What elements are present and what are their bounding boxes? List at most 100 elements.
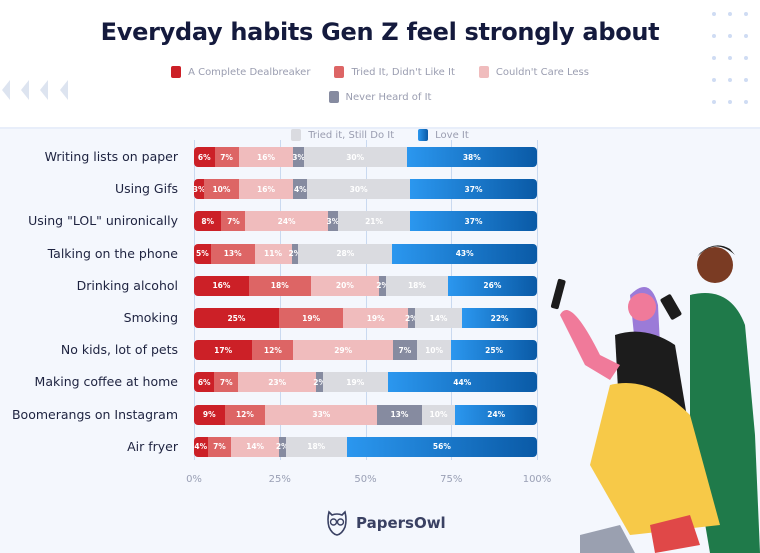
bar-segment: 12% bbox=[224, 404, 266, 425]
bar-segment: 12% bbox=[252, 340, 294, 361]
category-label: Using "LOL" unironically bbox=[28, 213, 178, 229]
bar-segment: 30% bbox=[303, 147, 407, 167]
x-tick-label: 25% bbox=[268, 474, 291, 485]
brand-name: PapersOwl bbox=[356, 514, 446, 532]
bar-segment: 7% bbox=[214, 147, 239, 167]
chart-title: Everyday habits Gen Z feel strongly abou… bbox=[100, 18, 660, 46]
gridline bbox=[279, 140, 281, 460]
bar-segment: 20% bbox=[310, 275, 380, 296]
bar-segment: 44% bbox=[387, 372, 537, 393]
bar-segment: 2% bbox=[289, 243, 301, 264]
papersowl-logo: PapersOwl bbox=[326, 510, 446, 536]
bar-segment: 37% bbox=[410, 211, 537, 232]
dot-decoration bbox=[728, 78, 732, 82]
bar-segment: 14% bbox=[231, 436, 279, 457]
bar-segment: 10% bbox=[421, 404, 456, 425]
bar-segment: 2% bbox=[313, 372, 326, 393]
legend-label: Love It bbox=[435, 129, 469, 141]
bar-segment: 3% bbox=[194, 179, 206, 200]
legend-swatch bbox=[328, 91, 339, 103]
bar-segment: 7% bbox=[214, 372, 239, 393]
legend-label: Never Heard of It bbox=[345, 91, 432, 103]
stacked-bar: 3% 10% 16% 4% 30% 37% bbox=[194, 179, 537, 200]
bar-segment: 25% bbox=[194, 308, 279, 328]
chevron-left-icon bbox=[2, 80, 10, 100]
dot-decoration bbox=[728, 12, 732, 16]
category-label: Air fryer bbox=[127, 438, 178, 454]
owl-icon bbox=[327, 510, 347, 536]
category-label: Talking on the phone bbox=[47, 245, 178, 261]
bar-segment: 30% bbox=[307, 179, 411, 200]
x-tick-label: 100% bbox=[522, 474, 552, 485]
legend: A Complete Dealbreaker Tried It, Didn't L… bbox=[110, 66, 650, 141]
bar-segment: 56% bbox=[346, 436, 537, 457]
stacked-bar: 4% 7% 14% 2% 18% 56% bbox=[194, 436, 537, 457]
stacked-bar: 25% 19% 19% 2% 14% 22% bbox=[194, 308, 537, 328]
bar-segment: 19% bbox=[343, 308, 408, 328]
bar-segment: 17% bbox=[194, 340, 253, 361]
legend-label: Tried It, Didn't Like It bbox=[351, 66, 455, 78]
stacked-bar: 5% 13% 11% 2% 28% 43% bbox=[194, 243, 537, 264]
dot-decoration bbox=[728, 34, 732, 38]
x-tick-label: 0% bbox=[186, 474, 202, 485]
dot-decoration bbox=[712, 100, 716, 104]
bar-segment: 3% bbox=[292, 147, 305, 167]
bar-segment: 10% bbox=[416, 340, 452, 361]
bar-segment: 13% bbox=[377, 404, 422, 425]
dot-decoration bbox=[712, 34, 716, 38]
bar-segment: 6% bbox=[194, 372, 215, 393]
dot-decoration bbox=[728, 56, 732, 60]
stacked-bar: 6% 7% 23% 2% 19% 44% bbox=[194, 372, 537, 393]
header-panel: Everyday habits Gen Z feel strongly abou… bbox=[0, 0, 760, 141]
bar-segment: 5% bbox=[194, 243, 211, 264]
stacked-bar: 8% 7% 24% 3% 21% 37% bbox=[194, 211, 537, 232]
bar-segment: 26% bbox=[447, 275, 537, 296]
chevron-left-icon bbox=[40, 80, 48, 100]
category-label: Making coffee at home bbox=[34, 374, 178, 390]
bar-segment: 21% bbox=[338, 211, 411, 232]
category-label: Boomerangs on Instagram bbox=[11, 406, 178, 422]
bar-segment: 13% bbox=[210, 243, 255, 264]
bar-segment: 24% bbox=[455, 404, 537, 425]
bar-segment: 18% bbox=[248, 275, 311, 296]
chevron-left-icon bbox=[21, 80, 29, 100]
category-label: Drinking alcohol bbox=[76, 277, 178, 293]
legend-item: Tried it, Still Do It bbox=[291, 129, 394, 141]
bar-segment: 18% bbox=[386, 275, 448, 296]
people-illustration bbox=[550, 245, 760, 553]
legend-item: Couldn't Care Less bbox=[478, 66, 589, 78]
bar-segment: 11% bbox=[254, 243, 292, 264]
dot-decoration bbox=[728, 100, 732, 104]
stacked-bar: 9% 12% 33% 13% 10% 24% bbox=[194, 404, 537, 425]
stacked-bar: 6% 7% 16% 3% 30% 38% bbox=[194, 147, 537, 167]
dot-decoration bbox=[744, 34, 748, 38]
chevron-left-icon bbox=[60, 80, 68, 100]
bar-segment: 37% bbox=[410, 179, 537, 200]
gridline bbox=[365, 140, 367, 460]
legend-swatch bbox=[171, 66, 182, 78]
legend-item: A Complete Dealbreaker bbox=[171, 66, 310, 78]
bar-segment: 18% bbox=[285, 436, 347, 457]
dot-decoration bbox=[744, 12, 748, 16]
legend-swatch bbox=[334, 66, 345, 78]
category-label: No kids, lot of pets bbox=[60, 342, 178, 358]
category-label: Smoking bbox=[123, 310, 178, 325]
bar-segment: 9% bbox=[194, 404, 225, 425]
bar-segment: 6% bbox=[194, 147, 215, 167]
bar-segment: 2% bbox=[276, 436, 289, 457]
bar-segment: 23% bbox=[238, 372, 317, 393]
bar-segment: 43% bbox=[392, 243, 537, 264]
bar-segment: 22% bbox=[462, 308, 537, 328]
legend-label: Couldn't Care Less bbox=[495, 66, 589, 78]
bar-segment: 2% bbox=[376, 275, 389, 296]
legend-label: A Complete Dealbreaker bbox=[188, 66, 311, 78]
gridline bbox=[451, 140, 453, 460]
bar-segment: 16% bbox=[194, 275, 249, 296]
bar-segment: 2% bbox=[405, 308, 418, 328]
legend-swatch bbox=[478, 66, 489, 78]
bar-segment: 16% bbox=[238, 147, 294, 167]
bar-segment: 16% bbox=[238, 179, 294, 200]
gridline bbox=[194, 140, 195, 460]
legend-item: Never Heard of It bbox=[328, 91, 432, 103]
legend-swatch bbox=[291, 129, 302, 141]
